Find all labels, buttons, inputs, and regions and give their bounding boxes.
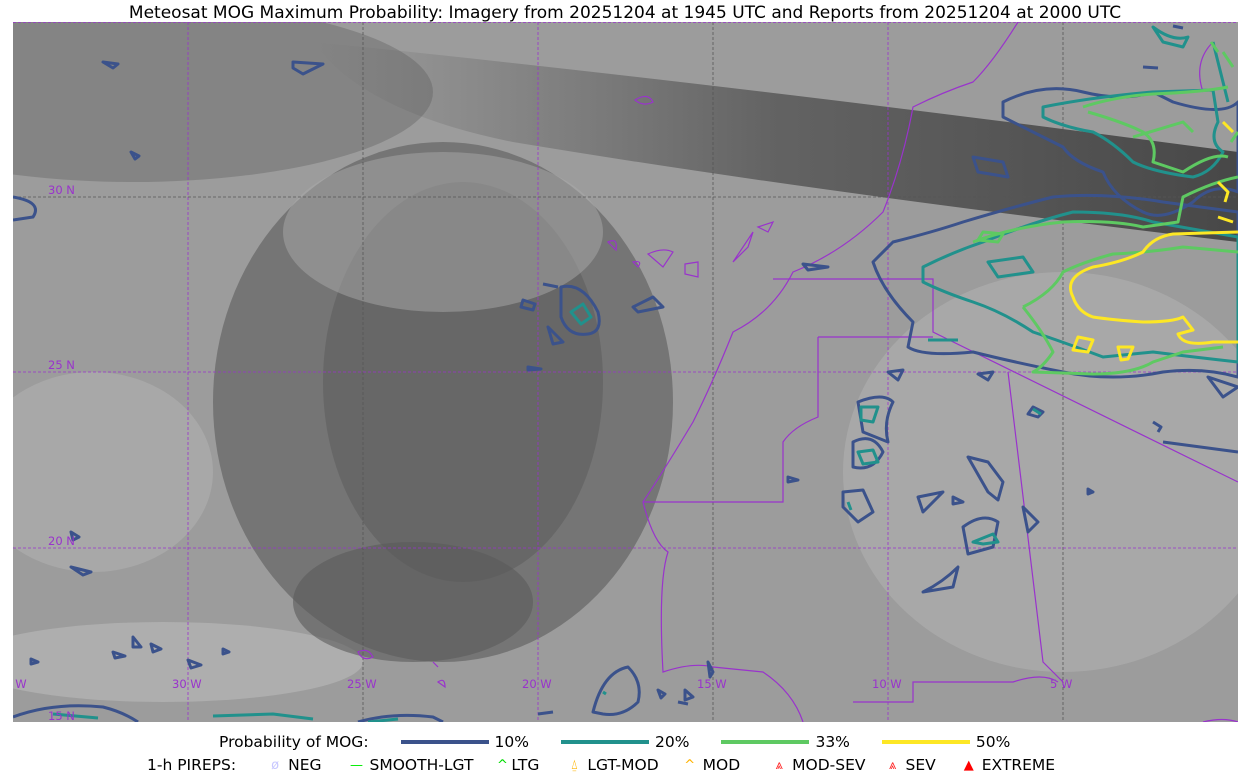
legend-label: MOD [702,756,741,774]
axis-labels: 30 N 25 N 20 N 15 N 35 W 30 W 25 W 20 W … [13,183,1072,722]
legend-label: 33% [815,733,850,751]
pirep-sev: ⩓ SEV [882,756,936,774]
swatch [721,740,810,744]
legend-label: 50% [975,733,1011,751]
legend-20pct: 20% [561,733,721,751]
legend-label: EXTREME [981,756,1056,774]
legend-label: MOD-SEV [792,756,866,774]
legend-50pct: 50% [881,733,1011,751]
caret-bar-icon: ⍙ [570,757,579,773]
line-icon: — [350,757,364,773]
legend-label: SEV [905,756,936,774]
legend-label: LTG [511,756,540,774]
legend-label: SMOOTH-LGT [369,756,474,774]
double-caret-bar-icon: ⩓ [775,757,783,773]
probability-legend: Probability of MOG: 10% 20% 33% 50% [0,733,1250,751]
lat-label: 30 N [48,183,75,197]
lat-label: 20 N [48,534,75,548]
pirep-neg: ø NEG [264,756,321,774]
pirep-lgt-mod: ⍙ LGT-MOD [563,756,659,774]
lon-label: 10 W [872,677,902,691]
contours-50pct [1069,120,1238,362]
filled-triangle-icon: ▲ [963,757,974,773]
caret-icon: ^ [496,757,508,773]
swatch [881,740,970,744]
neg-circle-icon: ø [271,757,280,773]
legend-label: 10% [494,733,529,751]
pirep-ltg: ^ LTG [495,756,539,774]
legend-label: LGT-MOD [587,756,659,774]
double-caret-icon: ⩓ [888,757,897,773]
pirep-extreme: ▲ EXTREME [958,756,1055,774]
contours-33pct [972,41,1238,376]
swatch [400,740,489,744]
coastlines-borders [357,22,1238,722]
pirep-mod: ^ MOD [679,756,741,774]
prob-legend-label: Probability of MOG: [219,733,369,751]
swatch [561,740,649,744]
lon-label: 30 W [172,677,202,691]
contours-10pct [13,24,1238,722]
legend-label: 20% [655,733,690,751]
lon-label: 35 W [13,677,27,691]
lat-label: 15 N [48,709,75,722]
satellite-map: 30 N 25 N 20 N 15 N 35 W 30 W 25 W 20 W … [13,22,1238,722]
lat-label: 25 N [48,358,75,372]
pireps-legend: 1-h PIREPS: ø NEG — SMOOTH-LGT ^ LTG ⍙ LGT-M… [0,756,1250,774]
legend-label: NEG [288,756,322,774]
lon-label: 5 W [1050,677,1072,691]
pirep-smooth-lgt: — SMOOTH-LGT [346,756,474,774]
legend-10pct: 10% [400,733,561,751]
lon-label: 15 W [697,677,727,691]
caret-icon: ^ [684,757,696,773]
lon-label: 20 W [522,677,552,691]
map-title: Meteosat MOG Maximum Probability: Imager… [128,3,1122,23]
pireps-legend-label: 1-h PIREPS: [147,756,237,774]
pirep-mod-sev: ⩓ MOD-SEV [768,756,866,774]
lon-label: 25 W [347,677,377,691]
legend-33pct: 33% [721,733,881,751]
